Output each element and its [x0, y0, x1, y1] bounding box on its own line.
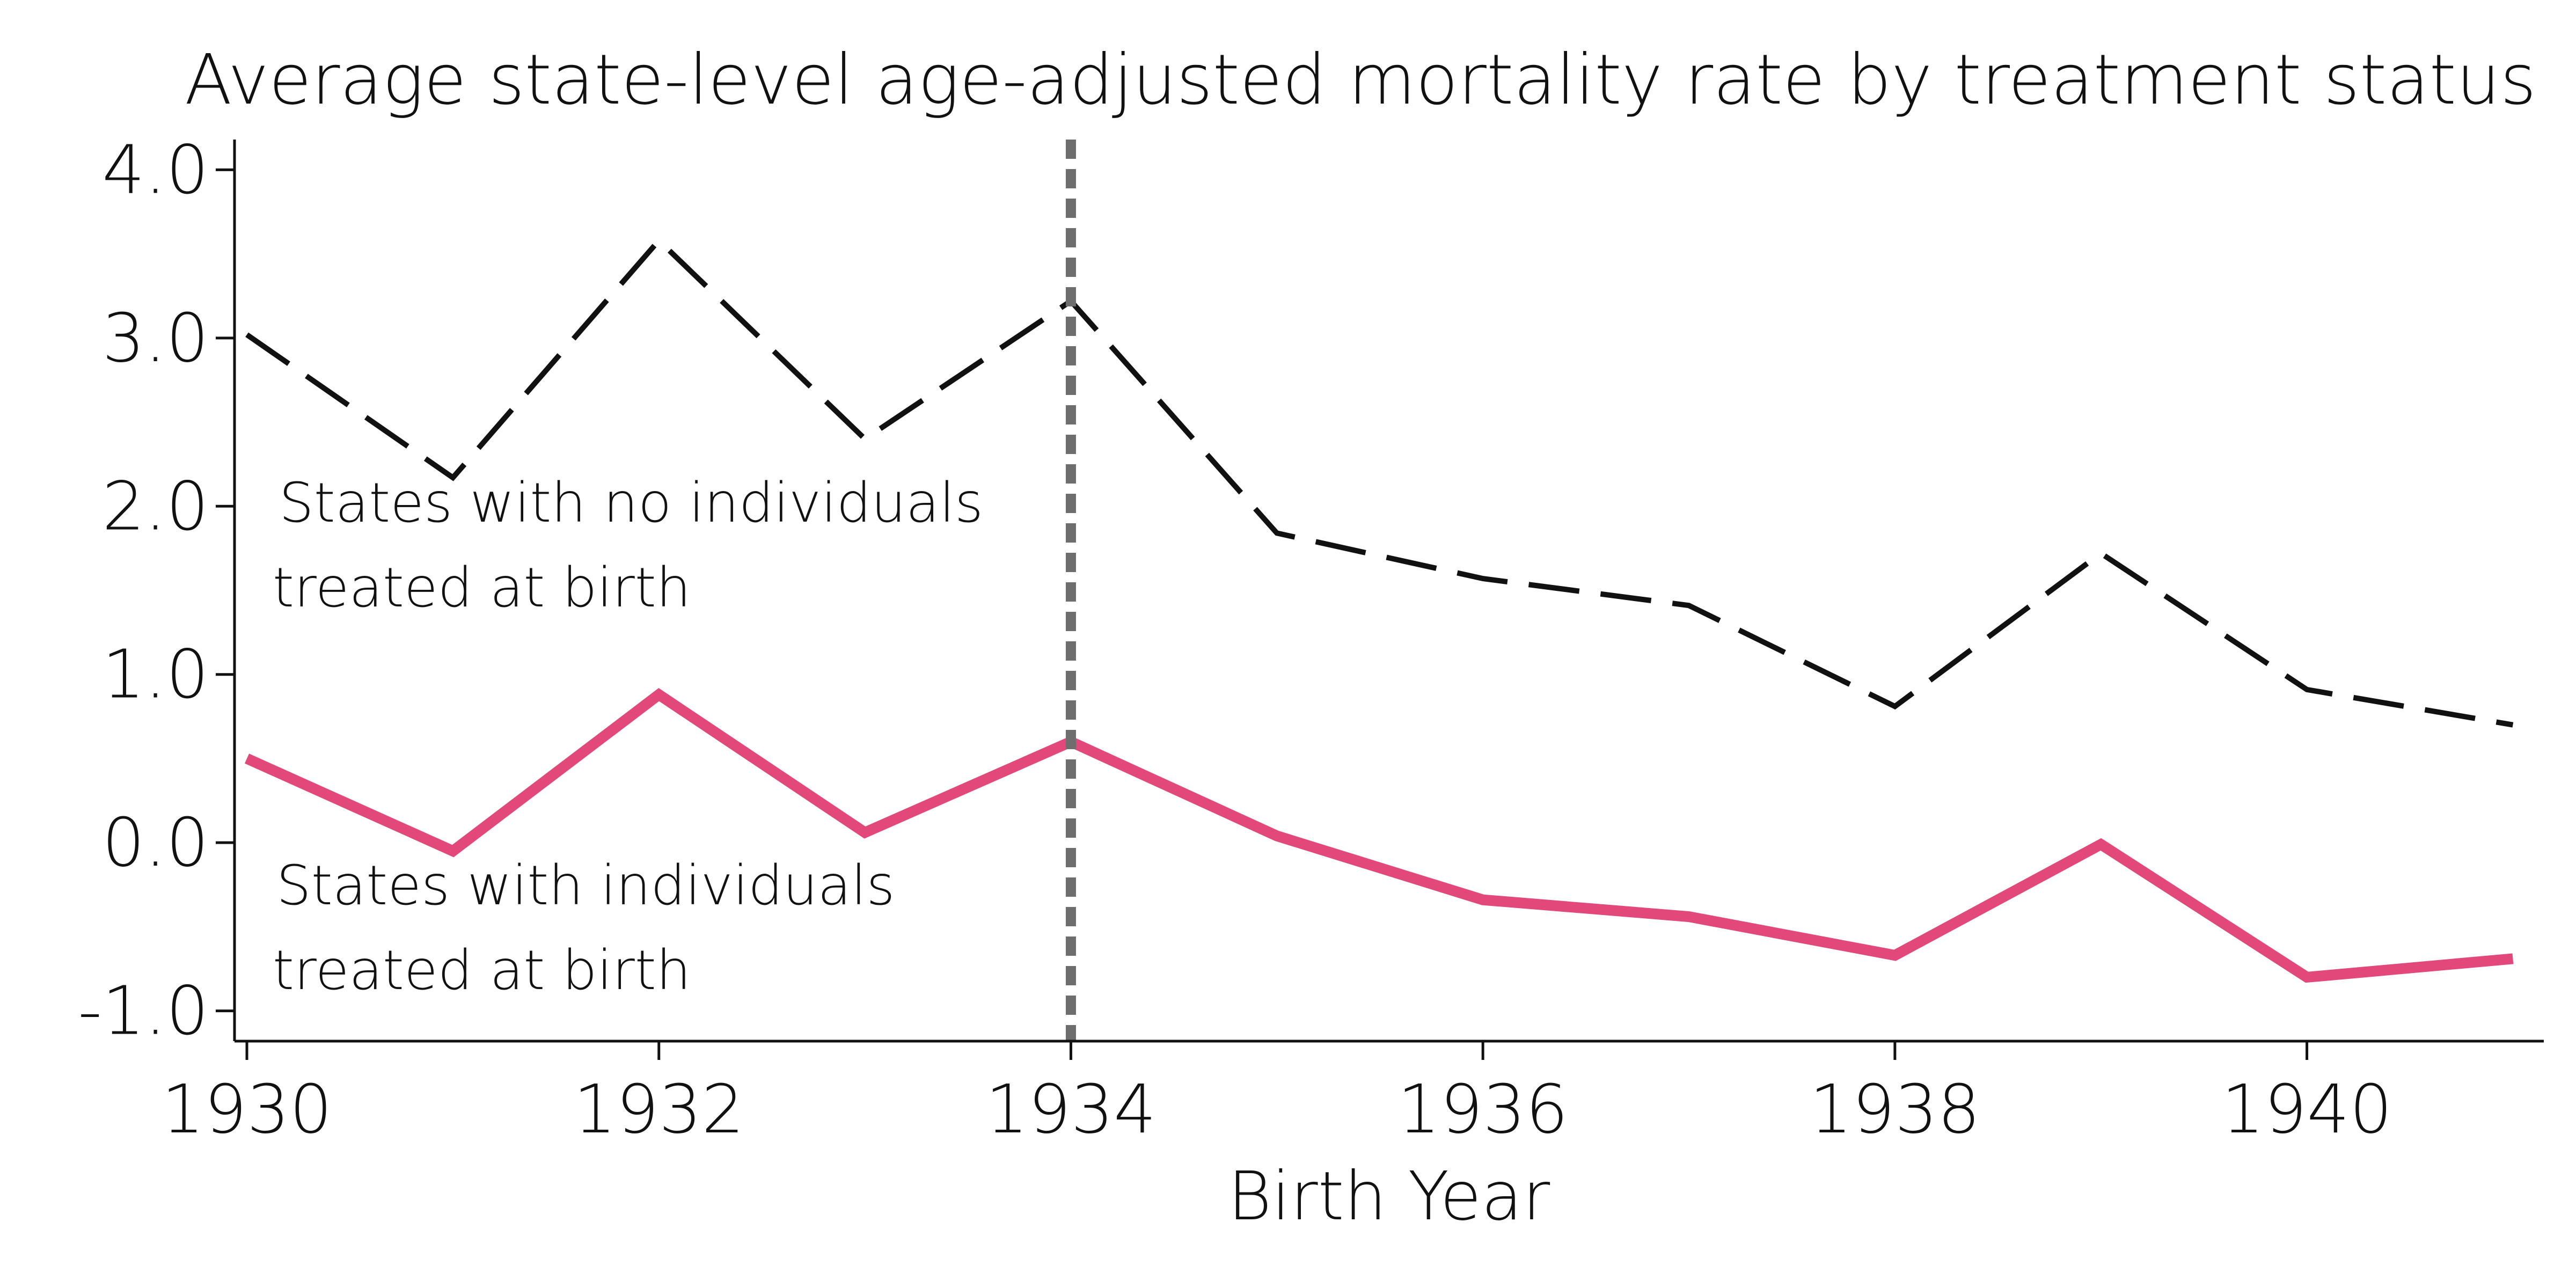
chart-title: Average state-level age-adjusted mortali… [185, 40, 2536, 120]
y-tick-label: 3.0 [102, 299, 209, 377]
x-tick-label: 1934 [985, 1071, 1156, 1148]
series-untreated-line [245, 236, 2514, 728]
x-tick-label: 1930 [162, 1071, 332, 1148]
annotation-untreated-line2: treated at birth [273, 556, 691, 620]
y-tick-label: 4.0 [102, 131, 209, 209]
y-tick-label: 1.0 [102, 636, 209, 714]
series-treated-line [244, 688, 2514, 983]
x-tick-label: 1938 [1810, 1071, 1980, 1148]
x-tick-label: 1936 [1397, 1071, 1568, 1148]
annotation-treated-line1: States with individuals [276, 854, 895, 918]
x-tick-label: 1940 [2222, 1071, 2392, 1148]
annotation-untreated-line1: States with no individuals [279, 471, 983, 535]
x-axis-label: Birth Year [1228, 1158, 1550, 1235]
x-tick-label: 1932 [574, 1071, 744, 1148]
y-tick-label: -1.0 [78, 972, 209, 1050]
y-tick-label: 0.0 [102, 804, 209, 882]
y-tick-label: 2.0 [102, 467, 209, 545]
annotation-treated-line2: treated at birth [273, 939, 691, 1002]
